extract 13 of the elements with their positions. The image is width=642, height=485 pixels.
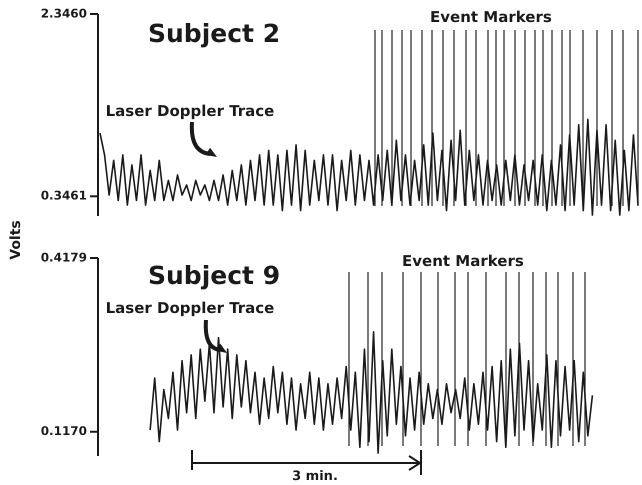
y-tick-label: 0.3461 <box>40 188 87 203</box>
annotation: Laser Doppler Trace <box>106 102 274 120</box>
text: 3 min. <box>292 469 338 484</box>
annotation: Laser Doppler Trace <box>106 299 274 317</box>
y-axis-title: Volts <box>8 220 24 260</box>
y-tick-label: 2.3460 <box>40 6 87 20</box>
chart-title: Subject 9 <box>148 261 280 290</box>
y-tick-label: 0.1170 <box>40 424 87 438</box>
chart-title: Subject 2 <box>148 19 280 48</box>
line-series <box>149 331 594 454</box>
annotation: Event Markers <box>402 252 524 270</box>
annotation: Event Markers <box>430 8 552 26</box>
y-tick-label: 0.4179 <box>40 250 87 264</box>
